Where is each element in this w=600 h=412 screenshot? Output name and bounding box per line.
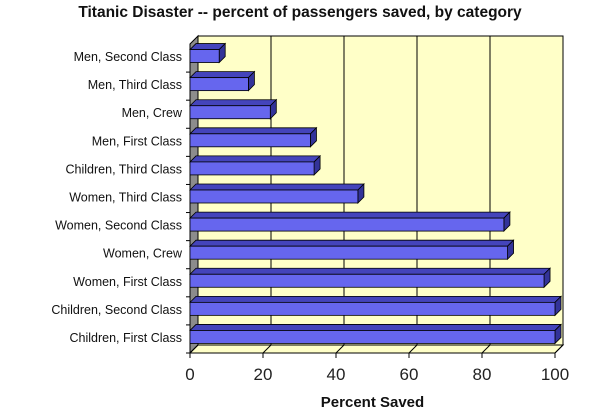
bar — [189, 267, 552, 289]
bar-top — [189, 183, 365, 191]
y-tick-label: Women, Crew — [103, 247, 183, 261]
bar-top — [189, 324, 562, 331]
bar-face — [189, 133, 311, 148]
x-tick-label: 100 — [541, 365, 569, 384]
bar — [189, 239, 515, 261]
bar — [189, 183, 365, 204]
bar-top — [189, 211, 511, 219]
bar-top — [189, 99, 278, 107]
bar — [189, 211, 511, 233]
chart-title: Titanic Disaster -- percent of passenger… — [78, 4, 522, 21]
floor-gridline — [481, 344, 491, 354]
y-tick-label: Children, First Class — [69, 331, 182, 345]
y-tick-label: Women, First Class — [73, 275, 182, 289]
bar-face — [189, 273, 545, 288]
y-tick-label: Men, Second Class — [74, 50, 182, 64]
x-tick-label: 60 — [400, 365, 419, 384]
bar — [189, 323, 562, 345]
x-tick-label: 0 — [185, 365, 194, 384]
floor-gridline — [554, 344, 564, 354]
x-tick-label: 80 — [473, 365, 492, 384]
y-tick-label: Children, Second Class — [51, 303, 182, 317]
plot-floor — [188, 344, 565, 354]
x-axis-label: Percent Saved — [321, 394, 424, 411]
bar — [189, 42, 227, 64]
y-tick-label: Children, Third Class — [66, 162, 182, 176]
bar-top — [189, 71, 256, 79]
y-tick-label: Men, First Class — [92, 134, 182, 148]
y-tick-label: Men, Crew — [122, 106, 183, 120]
floor-gridline — [189, 344, 199, 354]
bar-face — [189, 330, 556, 344]
x-tick-label: 40 — [327, 365, 346, 384]
y-tick-label: Women, Third Class — [69, 191, 182, 205]
bar-top — [189, 127, 318, 135]
bar-face — [189, 301, 556, 316]
floor-gridline — [335, 344, 345, 354]
bar-face — [189, 189, 359, 204]
floor-gridline — [262, 344, 272, 354]
bar — [189, 154, 322, 176]
bar — [189, 98, 278, 120]
bar — [189, 295, 562, 317]
bar — [189, 70, 256, 92]
bar — [189, 126, 318, 148]
bar-top — [189, 239, 515, 247]
bar-face — [189, 77, 249, 92]
bar-top — [189, 295, 562, 303]
bar-top — [189, 267, 552, 275]
x-tick-label: 20 — [254, 365, 273, 384]
bar-face — [189, 245, 508, 260]
bar-face — [189, 105, 271, 120]
y-tick-label: Men, Third Class — [88, 78, 182, 92]
y-tick-label: Women, Second Class — [55, 219, 182, 233]
floor-gridline — [408, 344, 418, 354]
bar-face — [189, 49, 220, 63]
bar-face — [189, 161, 315, 176]
bar-face — [189, 217, 505, 232]
bar-top — [189, 155, 322, 163]
